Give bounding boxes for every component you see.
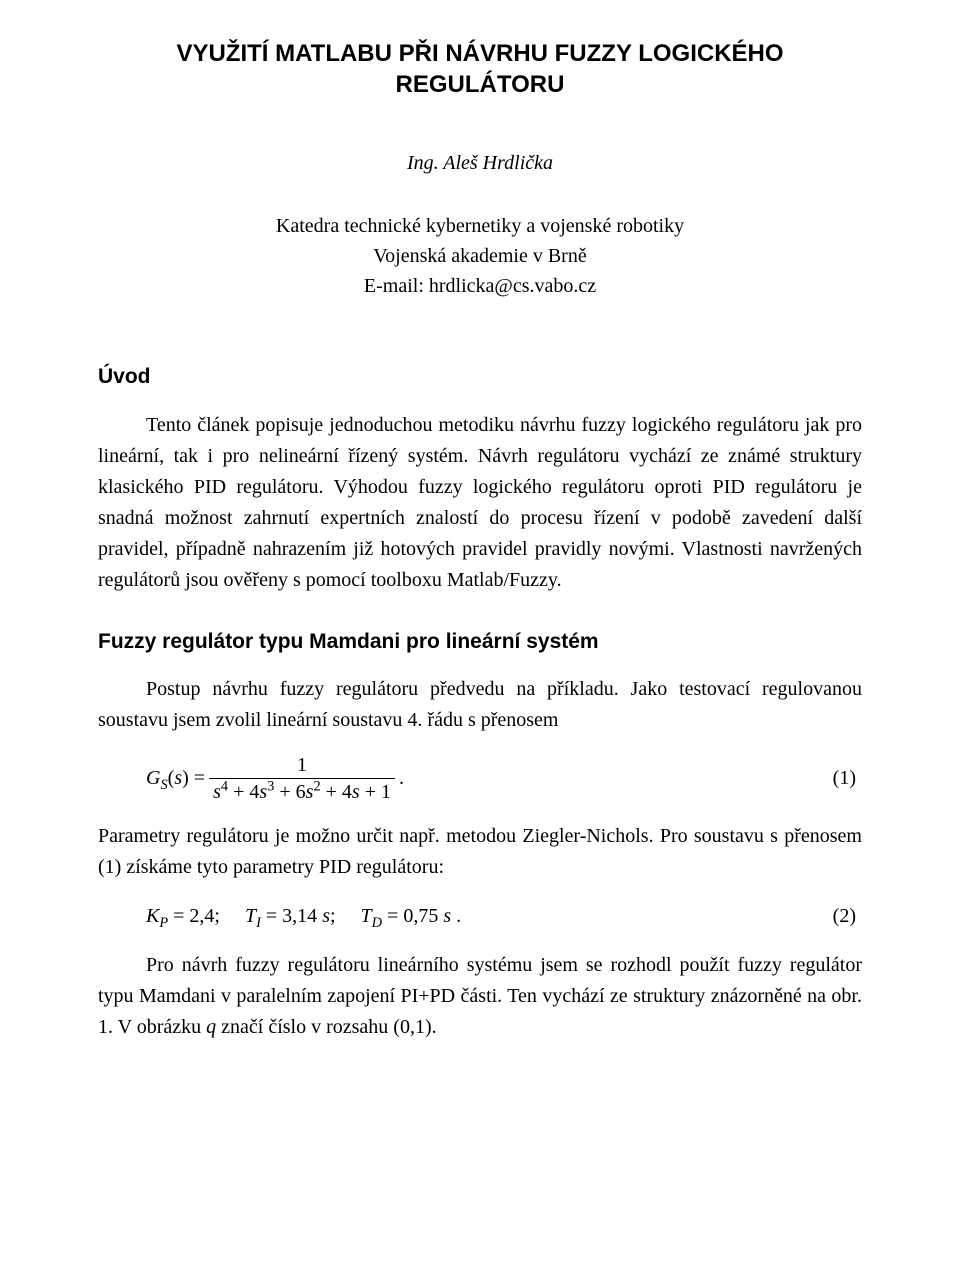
- eq1-den-s1: s: [213, 781, 221, 803]
- mamdani-paragraph-2: Parametry regulátoru je možno určit např…: [98, 821, 862, 883]
- eq1-lhs-sub: S: [160, 777, 167, 793]
- intro-paragraph: Tento článek popisuje jednoduchou metodi…: [98, 410, 862, 596]
- mamdani-paragraph-3: Pro návrh fuzzy regulátoru lineárního sy…: [98, 950, 862, 1043]
- eq2-ti-val: = 3,14: [261, 905, 322, 927]
- eq2-td-val: = 0,75: [382, 905, 443, 927]
- mamdani-p3-part-b: značí číslo v rozsahu (0,1).: [216, 1016, 436, 1038]
- equation-2-number: (2): [796, 901, 862, 932]
- mamdani-p3-q-symbol: q: [206, 1016, 216, 1038]
- mamdani-paragraph-1: Postup návrhu fuzzy regulátoru předvedu …: [98, 674, 862, 736]
- affiliation-email: E-mail: hrdlicka@cs.vabo.cz: [98, 271, 862, 301]
- eq1-paren-close: ): [182, 767, 189, 789]
- eq2-ti-unit: s: [322, 905, 330, 927]
- eq1-den-plus-6s2: + 6: [274, 781, 305, 803]
- eq2-kp-sym: K: [146, 905, 159, 927]
- eq2-ti-semi: ;: [330, 905, 336, 927]
- eq2-td-period: .: [451, 905, 461, 927]
- eq2-td-unit: s: [443, 905, 451, 927]
- equation-1: GS(s) = 1 s4 + 4s3 + 6s2 + 4s + 1 . (1): [146, 754, 862, 803]
- eq1-den-plus-4s3: + 4: [228, 781, 259, 803]
- section-heading-mamdani: Fuzzy regulátor typu Mamdani pro lineárn…: [98, 626, 862, 659]
- eq2-kp-sub: P: [159, 915, 168, 931]
- equation-2-body: KP = 2,4; TI = 3,14 s; TD = 0,75 s .: [146, 901, 796, 932]
- eq1-numerator: 1: [293, 754, 311, 778]
- eq1-denominator: s4 + 4s3 + 6s2 + 4s + 1: [209, 778, 395, 803]
- eq1-den-exp2: 2: [313, 779, 320, 795]
- author-line: Ing. Aleš Hrdlička: [98, 148, 862, 179]
- eq1-lhs-arg: s: [174, 767, 182, 789]
- eq2-ti-sym: T: [245, 905, 256, 927]
- section-heading-intro: Úvod: [98, 361, 862, 394]
- eq2-kp-val: = 2,4;: [168, 905, 220, 927]
- paper-title: VYUŽITÍ MATLABU PŘI NÁVRHU FUZZY LOGICKÉ…: [98, 38, 862, 100]
- eq1-lhs-sym: G: [146, 767, 160, 789]
- equation-1-number: (1): [796, 763, 862, 794]
- eq1-equals: =: [189, 767, 205, 789]
- eq1-den-s4: s: [352, 781, 360, 803]
- affiliation-block: Katedra technické kybernetiky a vojenské…: [98, 211, 862, 301]
- affiliation-line-2: Vojenská akademie v Brně: [98, 241, 862, 271]
- affiliation-line-1: Katedra technické kybernetiky a vojenské…: [98, 211, 862, 241]
- eq2-td-sym: T: [361, 905, 372, 927]
- eq1-den-plus-4s: + 4: [321, 781, 352, 803]
- equation-1-body: GS(s) = 1 s4 + 4s3 + 6s2 + 4s + 1 .: [146, 754, 796, 803]
- eq1-period: .: [399, 763, 404, 794]
- eq1-den-tail: + 1: [360, 781, 391, 803]
- eq1-fraction: 1 s4 + 4s3 + 6s2 + 4s + 1: [209, 754, 395, 803]
- eq1-den-exp4: 4: [221, 779, 228, 795]
- equation-2: KP = 2,4; TI = 3,14 s; TD = 0,75 s . (2): [146, 901, 862, 932]
- eq1-den-s2: s: [259, 781, 267, 803]
- eq2-td-sub: D: [372, 915, 382, 931]
